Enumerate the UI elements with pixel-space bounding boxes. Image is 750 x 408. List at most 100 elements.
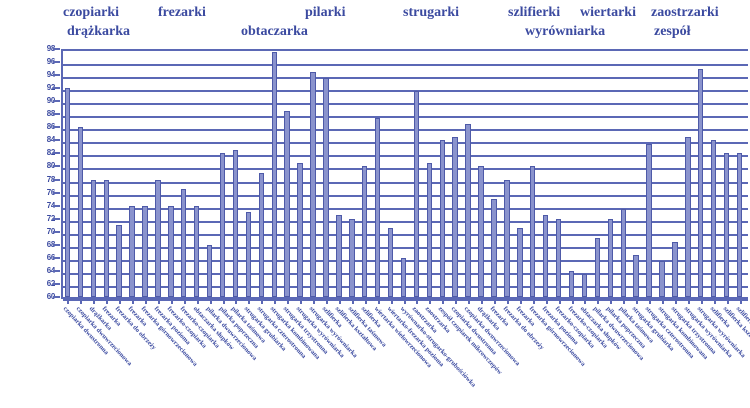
gridline xyxy=(63,220,748,223)
group-header-label: obtaczarka xyxy=(241,24,308,39)
y-axis-tick-mark xyxy=(53,178,60,181)
bar xyxy=(491,199,497,297)
gridline xyxy=(63,90,748,93)
bar xyxy=(206,244,213,297)
bar xyxy=(646,143,652,297)
bar xyxy=(142,205,148,297)
bar xyxy=(633,254,639,297)
x-axis-tick-mark xyxy=(235,297,238,304)
y-axis-tick-mark xyxy=(53,165,60,168)
bar xyxy=(568,270,575,297)
gridline xyxy=(63,233,748,236)
bar xyxy=(349,218,355,297)
x-axis-tick-mark xyxy=(623,297,626,304)
group-header-label: zespół xyxy=(654,24,691,39)
bar xyxy=(723,153,730,297)
plot-area xyxy=(61,49,748,301)
y-axis-tick-label: 80 xyxy=(46,161,56,171)
bar xyxy=(581,274,588,297)
x-axis-tick-mark xyxy=(222,297,225,304)
y-axis-tick-mark xyxy=(53,152,60,155)
y-axis-tick-label: 70 xyxy=(46,226,56,236)
bar xyxy=(387,228,394,297)
y-axis-tick-label: 66 xyxy=(46,252,56,262)
y-axis-tick-mark xyxy=(53,74,60,77)
x-axis-tick-mark xyxy=(700,297,703,304)
bar xyxy=(77,127,84,297)
group-header-label: pilarki xyxy=(305,5,346,20)
bar xyxy=(400,257,407,297)
bar xyxy=(659,261,665,297)
bar xyxy=(607,218,613,297)
x-axis-tick-mark xyxy=(196,297,199,304)
y-axis-tick-mark xyxy=(53,126,60,129)
bar xyxy=(374,117,381,297)
gridline xyxy=(63,194,748,197)
x-axis-tick-mark xyxy=(649,297,652,304)
group-header-label: wyrówniarka xyxy=(525,24,606,39)
y-axis-tick-mark xyxy=(53,256,60,259)
group-header-label: czopiarki xyxy=(63,5,119,20)
bar xyxy=(530,166,536,297)
y-axis-tick-mark xyxy=(53,230,60,233)
x-axis-tick-mark xyxy=(687,297,690,304)
bar xyxy=(284,111,290,297)
x-axis-tick-mark xyxy=(261,297,264,304)
x-axis-tick-mark xyxy=(170,297,173,304)
y-axis-tick-label: 94 xyxy=(46,70,56,80)
group-header-label: strugarki xyxy=(403,5,459,20)
x-axis-tick-mark xyxy=(610,297,613,304)
x-axis-tick-mark xyxy=(726,297,729,304)
bar xyxy=(155,179,161,297)
gridline xyxy=(63,116,748,119)
x-axis-tick-mark xyxy=(93,297,96,304)
x-axis-tick-mark xyxy=(584,297,587,304)
y-axis-tick-label: 68 xyxy=(46,239,56,249)
y-axis-tick-label: 78 xyxy=(46,174,56,184)
x-axis-tick-mark xyxy=(597,297,600,304)
bar xyxy=(685,137,691,297)
y-axis-tick-label: 90 xyxy=(46,96,56,106)
y-axis-tick-mark xyxy=(53,87,60,90)
bar xyxy=(245,212,252,297)
bar xyxy=(413,91,420,297)
x-axis-tick-mark xyxy=(364,297,367,304)
gridline xyxy=(63,155,748,158)
bar xyxy=(219,153,226,297)
bar xyxy=(232,150,239,297)
x-axis-tick-mark xyxy=(80,297,83,304)
x-axis-tick-mark xyxy=(248,297,251,304)
bar xyxy=(64,88,71,297)
bar xyxy=(258,173,265,297)
bar xyxy=(710,140,717,297)
x-axis-tick-mark xyxy=(351,297,354,304)
y-axis-tick-label: 92 xyxy=(46,83,56,93)
x-axis-tick-mark xyxy=(674,297,677,304)
x-axis-tick-mark xyxy=(67,297,70,304)
y-axis-tick-label: 76 xyxy=(46,187,56,197)
y-axis-tick-mark xyxy=(53,243,60,246)
bar xyxy=(116,225,122,297)
y-axis-tick-label: 88 xyxy=(46,109,56,119)
x-axis-tick-mark xyxy=(506,297,509,304)
y-axis-tick-label: 74 xyxy=(46,200,56,210)
group-header-label: frezarki xyxy=(158,5,206,20)
x-axis-tick-mark xyxy=(519,297,522,304)
x-axis-tick-mark xyxy=(338,297,341,304)
gridline xyxy=(63,103,748,106)
x-axis-tick-mark xyxy=(661,297,664,304)
y-axis-tick-mark xyxy=(53,191,60,194)
y-axis-tick-label: 60 xyxy=(46,292,56,301)
gridline xyxy=(63,142,748,145)
bar xyxy=(362,166,368,297)
bar xyxy=(129,205,135,297)
x-axis-tick-mark xyxy=(145,297,147,304)
bar xyxy=(310,71,316,297)
bar xyxy=(478,166,484,297)
gridline xyxy=(63,299,748,301)
y-axis-tick-label: 82 xyxy=(46,148,56,158)
bar xyxy=(504,179,510,297)
bar xyxy=(168,205,174,297)
bar xyxy=(336,215,342,297)
